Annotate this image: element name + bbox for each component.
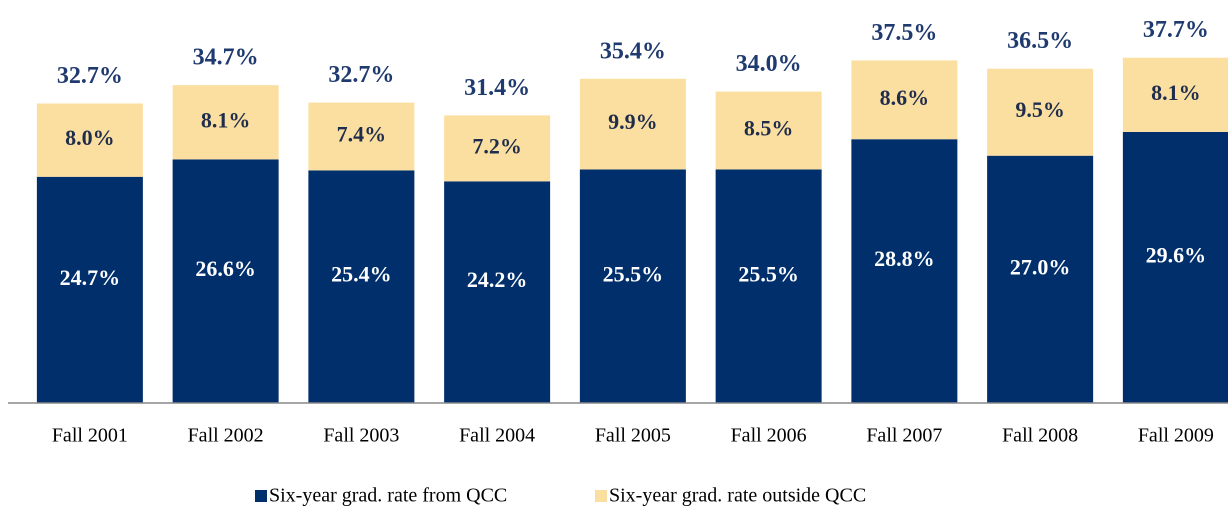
value-label: 26.6% [195,256,256,281]
bar-segment [715,169,822,403]
value-label: 8.6% [880,85,930,110]
value-label: 8.0% [65,125,115,150]
bar-segment [36,103,143,177]
bar-segment [579,78,686,170]
bar-segment [715,91,822,170]
value-label: 8.1% [201,107,251,132]
x-tick-label: Fall 2001 [52,425,128,447]
bar-segment [1122,131,1228,403]
total-label: 35.4% [600,38,666,64]
bar-segment [851,139,958,403]
bar-segment [987,155,1094,403]
bar-segment [36,176,143,403]
bar-segment [308,170,415,403]
x-tick-label: Fall 2003 [323,425,399,447]
value-label: 8.1% [1151,80,1201,105]
value-label: 28.8% [874,246,935,271]
bar-segment [172,85,279,160]
x-tick-label: Fall 2005 [595,425,671,447]
bar-segment [579,169,686,403]
total-label: 34.0% [736,51,802,77]
total-label: 37.7% [1143,17,1209,43]
value-label: 24.7% [60,265,121,290]
legend-label: Six-year grad. rate outside QCC [609,485,866,507]
value-label: 25.5% [603,261,664,286]
bar-segment [172,159,279,403]
value-label: 29.6% [1146,242,1207,267]
value-label: 7.4% [337,122,387,147]
legend-swatch [255,490,267,502]
bar-segment [444,115,551,182]
value-label: 9.5% [1015,97,1065,122]
x-tick-label: Fall 2007 [866,425,942,447]
total-label: 32.7% [57,63,123,89]
total-label: 37.5% [871,20,937,46]
total-label: 32.7% [328,62,394,88]
legend-swatch [595,490,607,502]
bar-segment [308,102,415,171]
bar-segment [987,68,1094,156]
total-label: 34.7% [193,45,259,71]
value-label: 24.2% [467,267,528,292]
bar-segment [444,181,551,403]
value-label: 9.9% [608,109,658,134]
x-tick-label: Fall 2008 [1002,425,1078,447]
legend-label: Six-year grad. rate from QCC [269,485,507,507]
x-tick-label: Fall 2002 [188,425,264,447]
x-tick-label: Fall 2006 [731,425,807,447]
value-label: 8.5% [744,116,794,141]
value-label: 7.2% [472,133,522,158]
value-label: 25.4% [331,262,392,287]
bar-segment [1122,57,1228,132]
value-label: 27.0% [1010,254,1071,279]
value-label: 25.5% [738,261,799,286]
x-tick-label: Fall 2009 [1138,425,1214,447]
total-label: 31.4% [464,75,530,101]
x-tick-label: Fall 2004 [459,425,535,447]
total-label: 36.5% [1007,28,1073,54]
bar-segment [851,60,958,140]
